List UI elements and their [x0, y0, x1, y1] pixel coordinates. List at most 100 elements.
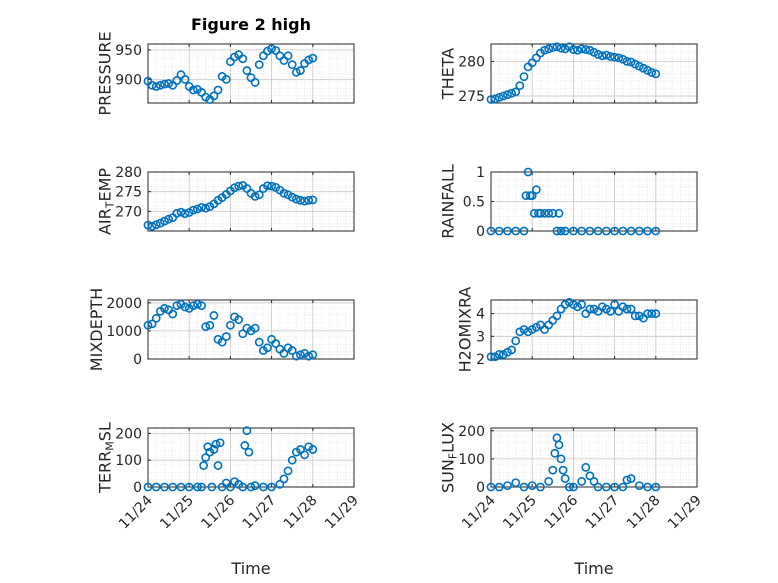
- data-point: [647, 68, 657, 77]
- data-point: [511, 226, 521, 236]
- data-point: [577, 44, 587, 54]
- x-tick-label: 11/24: [459, 492, 499, 532]
- data-point: [606, 52, 615, 61]
- data-point: [651, 482, 661, 492]
- data-point: [544, 476, 554, 486]
- data-point: [143, 482, 153, 492]
- data-point: [151, 82, 161, 91]
- data-point: [618, 482, 628, 492]
- data-point: [560, 226, 570, 236]
- data-point: [503, 481, 512, 490]
- data-point: [498, 91, 508, 101]
- data-point: [622, 56, 632, 66]
- data-point: [601, 226, 611, 236]
- data-point: [211, 439, 221, 449]
- data-point: [151, 313, 161, 323]
- data-point: [552, 226, 562, 236]
- data-point: [209, 311, 219, 320]
- data-point: [143, 320, 153, 330]
- data-point: [188, 85, 198, 95]
- x-tick-label: 11/29: [665, 493, 705, 533]
- data-point: [560, 474, 570, 483]
- data-point: [279, 188, 289, 198]
- data-point: [622, 475, 632, 485]
- data-point: [180, 209, 190, 219]
- data-point: [507, 88, 516, 98]
- y-tick-label: 1000: [106, 324, 142, 340]
- data-point: [283, 466, 293, 476]
- data-point: [519, 72, 529, 82]
- x-tick-label: 11/29: [322, 493, 362, 533]
- x-tick-label: 11/26: [198, 492, 238, 532]
- data-point: [577, 300, 587, 309]
- x-axis-label-left: Time: [230, 559, 270, 578]
- data-point: [308, 350, 318, 360]
- data-point: [564, 482, 574, 492]
- data-point: [250, 481, 260, 491]
- data-point: [279, 348, 289, 358]
- data-point: [267, 44, 276, 54]
- y-tick-label: 100: [115, 453, 142, 469]
- data-point: [610, 52, 619, 62]
- data-point: [287, 346, 297, 355]
- data-point: [213, 461, 223, 470]
- data-point: [651, 309, 661, 319]
- data-point: [240, 441, 250, 450]
- data-point: [201, 203, 211, 213]
- data-point: [242, 66, 252, 75]
- data-point: [254, 60, 264, 70]
- data-point: [527, 481, 537, 490]
- data-point: [225, 320, 235, 330]
- y-tick-label: 275: [458, 89, 485, 105]
- data-point: [581, 45, 591, 54]
- y-tick-label: 280: [115, 165, 142, 181]
- data-point: [193, 482, 202, 492]
- data-point: [589, 476, 599, 486]
- y-tick-label: 3: [476, 329, 485, 345]
- data-point: [258, 482, 268, 492]
- data-point: [558, 465, 568, 475]
- y-tick-label: 900: [115, 72, 142, 88]
- data-point: [626, 304, 636, 314]
- data-point: [279, 474, 289, 484]
- data-point: [585, 226, 595, 236]
- data-point: [531, 185, 541, 195]
- data-point: [197, 202, 206, 212]
- data-point: [160, 304, 169, 313]
- data-point: [494, 482, 504, 492]
- data-point: [263, 181, 272, 191]
- data-point: [527, 191, 537, 200]
- data-point: [250, 191, 260, 201]
- data-point: [630, 311, 640, 321]
- data-point: [626, 474, 636, 483]
- data-point: [271, 339, 281, 348]
- y-tick-label: 200: [458, 424, 485, 440]
- data-point: [308, 445, 318, 454]
- data-point: [217, 337, 227, 347]
- data-point: [300, 450, 309, 460]
- data-point: [160, 79, 169, 89]
- data-point: [647, 309, 657, 319]
- data-point: [172, 76, 182, 85]
- data-point: [168, 309, 178, 319]
- y-tick-label: 4: [476, 307, 485, 323]
- data-point: [193, 299, 202, 309]
- data-point: [494, 226, 504, 236]
- y-tick-label: 280: [458, 54, 485, 70]
- data-point: [151, 220, 161, 230]
- data-point: [550, 448, 560, 458]
- y-axis-label: AIRTEMP: [96, 168, 117, 235]
- data-point: [234, 181, 244, 191]
- data-point: [172, 301, 182, 311]
- data-point: [300, 196, 309, 206]
- y-axis-label: PRESSURE: [96, 31, 115, 115]
- data-point: [246, 482, 256, 492]
- data-point: [494, 350, 504, 359]
- data-point: [291, 351, 301, 361]
